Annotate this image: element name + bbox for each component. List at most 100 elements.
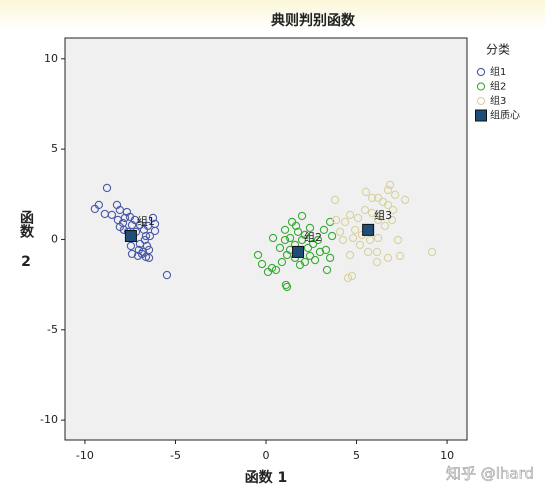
legend-marker: [475, 109, 487, 122]
legend-label: 组1: [490, 65, 506, 78]
point: [148, 213, 158, 223]
point: [313, 235, 323, 245]
point: [140, 235, 150, 245]
point: [305, 251, 315, 261]
point: [107, 210, 117, 220]
point: [390, 190, 400, 199]
point: [340, 217, 350, 227]
point: [144, 253, 154, 263]
point: [102, 183, 112, 193]
point: [373, 233, 383, 243]
chart-title: 典则判别函数: [271, 12, 356, 29]
point: [263, 267, 273, 277]
point: [268, 233, 278, 243]
point: [393, 235, 403, 245]
point: [142, 241, 152, 251]
legend-marker: [476, 82, 486, 91]
point: [277, 257, 287, 267]
point: [338, 235, 348, 245]
point: [373, 193, 383, 203]
point: [295, 260, 305, 270]
point: [361, 187, 371, 197]
centroid-label: 组2: [304, 230, 322, 244]
point: [327, 231, 337, 241]
point: [325, 217, 335, 227]
x-tick-label: -5: [170, 449, 181, 462]
point: [150, 219, 160, 229]
point: [395, 251, 405, 261]
point: [353, 213, 363, 223]
point: [130, 215, 140, 225]
point: [355, 240, 365, 250]
point: [285, 233, 295, 243]
point: [253, 250, 263, 260]
point: [310, 255, 320, 265]
point: [343, 273, 353, 283]
point: [297, 235, 307, 245]
point: [380, 221, 390, 231]
legend-label: 组2: [490, 80, 506, 93]
point: [348, 233, 358, 243]
point: [275, 243, 285, 253]
watermark: 知乎 @lhard: [446, 465, 534, 483]
point: [367, 193, 377, 203]
point: [383, 185, 393, 195]
point: [281, 280, 291, 290]
point: [315, 247, 325, 257]
point: [319, 225, 329, 235]
point: [331, 215, 341, 225]
point: [373, 215, 383, 225]
legend-label: 组3: [490, 94, 506, 107]
point: [387, 215, 397, 225]
point: [367, 208, 377, 218]
point: [135, 220, 145, 230]
y-axis-label: 函数 2: [18, 210, 34, 270]
point: [330, 195, 340, 205]
point: [137, 249, 147, 259]
x-axis-label: 函数 1: [245, 469, 288, 486]
legend-label: 组质心: [490, 109, 520, 122]
point: [280, 225, 290, 235]
point: [385, 180, 395, 190]
point: [133, 251, 143, 261]
point: [126, 241, 136, 251]
point: [280, 235, 290, 245]
legend-marker: [476, 67, 486, 77]
point: [427, 247, 437, 257]
point: [388, 205, 398, 215]
point: [347, 271, 357, 281]
point: [360, 205, 370, 215]
x-tick-label: 5: [353, 449, 360, 462]
centroid: [362, 223, 375, 236]
point: [308, 239, 318, 249]
point: [297, 211, 307, 221]
x-tick-label: 0: [263, 449, 270, 462]
point: [378, 197, 388, 207]
point: [303, 243, 313, 253]
point: [293, 227, 303, 237]
x-tick-label: 10: [440, 449, 454, 462]
x-tick-label: -10: [76, 449, 94, 462]
point: [321, 245, 331, 255]
point: [141, 231, 151, 241]
point: [113, 215, 123, 225]
point: [145, 231, 155, 241]
point: [365, 235, 375, 245]
centroid: [292, 245, 305, 258]
point: [90, 204, 100, 214]
y-tick-label: 10: [44, 52, 58, 65]
point: [335, 227, 345, 237]
legend-title: 分类: [486, 43, 510, 57]
point: [383, 253, 393, 263]
point: [372, 247, 382, 257]
point: [162, 270, 172, 280]
legend-marker: [476, 96, 486, 106]
point: [363, 247, 373, 257]
y-tick-label: 5: [51, 142, 58, 155]
header-band: [0, 0, 545, 30]
point: [350, 225, 360, 235]
y-tick-label: -5: [47, 323, 58, 336]
point: [322, 265, 332, 275]
